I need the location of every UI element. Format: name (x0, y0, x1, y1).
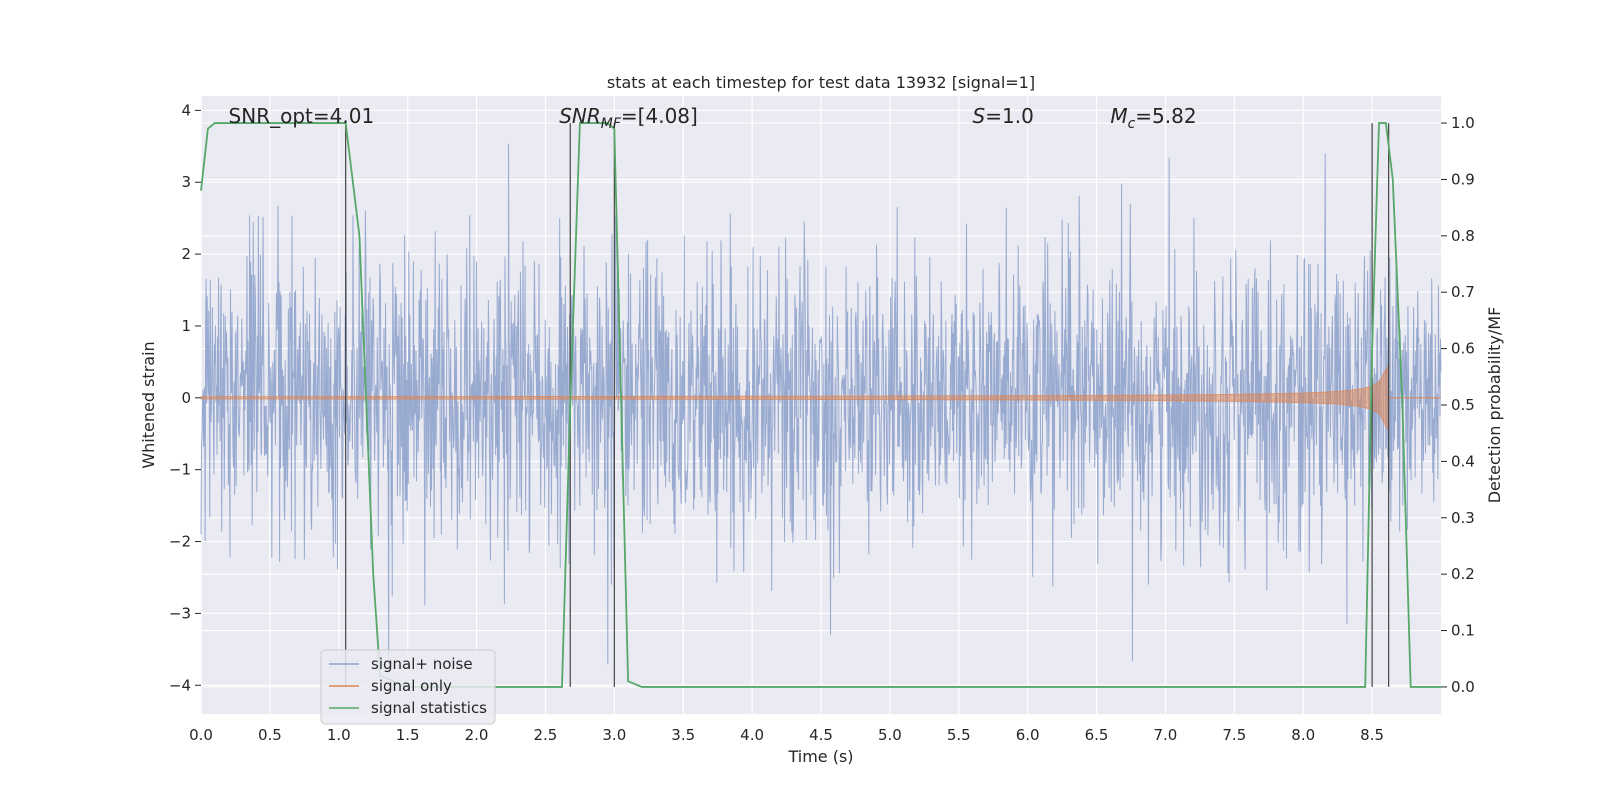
y-axis-right-ticks: 0.0 0.1 0.2 0.3 0.4 0.5 0.6 0.7 0.8 0.9 1.0 (1441, 114, 1475, 696)
y-right-tick-label: 0.9 (1451, 170, 1475, 188)
legend-label-signal-statistics: signal statistics (371, 699, 487, 717)
x-tick-label: 8.5 (1360, 726, 1384, 744)
y-axis-ticks: −4 −3 −2 −1 0 1 2 3 4 (169, 101, 201, 694)
x-tick-label: 7.0 (1154, 726, 1178, 744)
x-tick-label: 2.0 (465, 726, 489, 744)
signal-statistics-line (200, 122, 1441, 688)
legend: signal+ noise signal only signal statist… (320, 649, 496, 725)
chart-title: stats at each timestep for test data 139… (607, 73, 1035, 92)
y-tick-label: 4 (181, 101, 191, 119)
y-right-tick-label: 0.8 (1451, 227, 1475, 245)
y-tick-label: 2 (181, 245, 191, 263)
y-right-tick-label: 0.1 (1451, 622, 1475, 640)
x-tick-label: 4.0 (740, 726, 764, 744)
y-axis-right-label: Detection probability/MF (1485, 307, 1504, 504)
y-right-tick-label: 0.5 (1451, 396, 1475, 414)
x-tick-label: 3.0 (602, 726, 626, 744)
signal-statistics-series (200, 122, 1441, 688)
x-tick-label: 3.5 (671, 726, 695, 744)
annotation: SNR_opt=4.01 (229, 104, 375, 128)
y-right-tick-label: 0.7 (1451, 283, 1475, 301)
y-tick-label: 3 (181, 173, 191, 191)
y-tick-label: 0 (181, 389, 191, 407)
legend-label-signal-noise: signal+ noise (371, 655, 473, 673)
x-axis-ticks: 0.0 0.5 1.0 1.5 2.0 2.5 3.0 3.5 4.0 4.5 5.0 5.5 6.0 6… (189, 726, 1384, 744)
annotations: SNR_opt=4.01 SNRMF=[4.08] S=1.0 Mc=5.82 (229, 104, 1197, 132)
x-tick-label: 5.5 (947, 726, 971, 744)
x-tick-label: 6.0 (1016, 726, 1040, 744)
x-tick-label: 1.5 (396, 726, 420, 744)
grid (200, 96, 1441, 714)
annotation: SNRMF=[4.08] (559, 104, 698, 132)
signal-noise-line (200, 143, 1442, 675)
y-tick-label: 1 (181, 317, 191, 335)
x-tick-label: 8.0 (1291, 726, 1315, 744)
y-right-tick-label: 0.6 (1451, 340, 1475, 358)
y-tick-label: −1 (169, 461, 191, 479)
y-right-tick-label: 0.4 (1451, 452, 1475, 470)
x-tick-label: 6.5 (1085, 726, 1109, 744)
annotation: S=1.0 (973, 104, 1034, 128)
y-tick-label: −4 (169, 676, 191, 694)
y-right-tick-label: 0.3 (1451, 509, 1475, 527)
legend-label-signal-only: signal only (371, 677, 452, 695)
x-tick-label: 0.5 (258, 726, 282, 744)
y-axis-label: Whitened strain (139, 341, 158, 468)
signal-noise-series (200, 143, 1442, 675)
x-tick-label: 1.0 (327, 726, 351, 744)
y-tick-label: −3 (169, 604, 191, 622)
y-right-tick-label: 0.0 (1451, 678, 1475, 696)
annotation: Mc=5.82 (1110, 104, 1196, 132)
x-tick-label: 0.0 (189, 726, 213, 744)
x-tick-label: 2.5 (534, 726, 558, 744)
y-tick-label: −2 (169, 533, 191, 551)
y-right-tick-label: 0.2 (1451, 565, 1475, 583)
legend-box (320, 649, 496, 725)
y-right-tick-label: 1.0 (1451, 114, 1475, 132)
x-tick-label: 5.0 (878, 726, 902, 744)
x-tick-label: 7.5 (1222, 726, 1246, 744)
x-axis-label: Time (s) (787, 747, 853, 766)
x-tick-label: 4.5 (809, 726, 833, 744)
